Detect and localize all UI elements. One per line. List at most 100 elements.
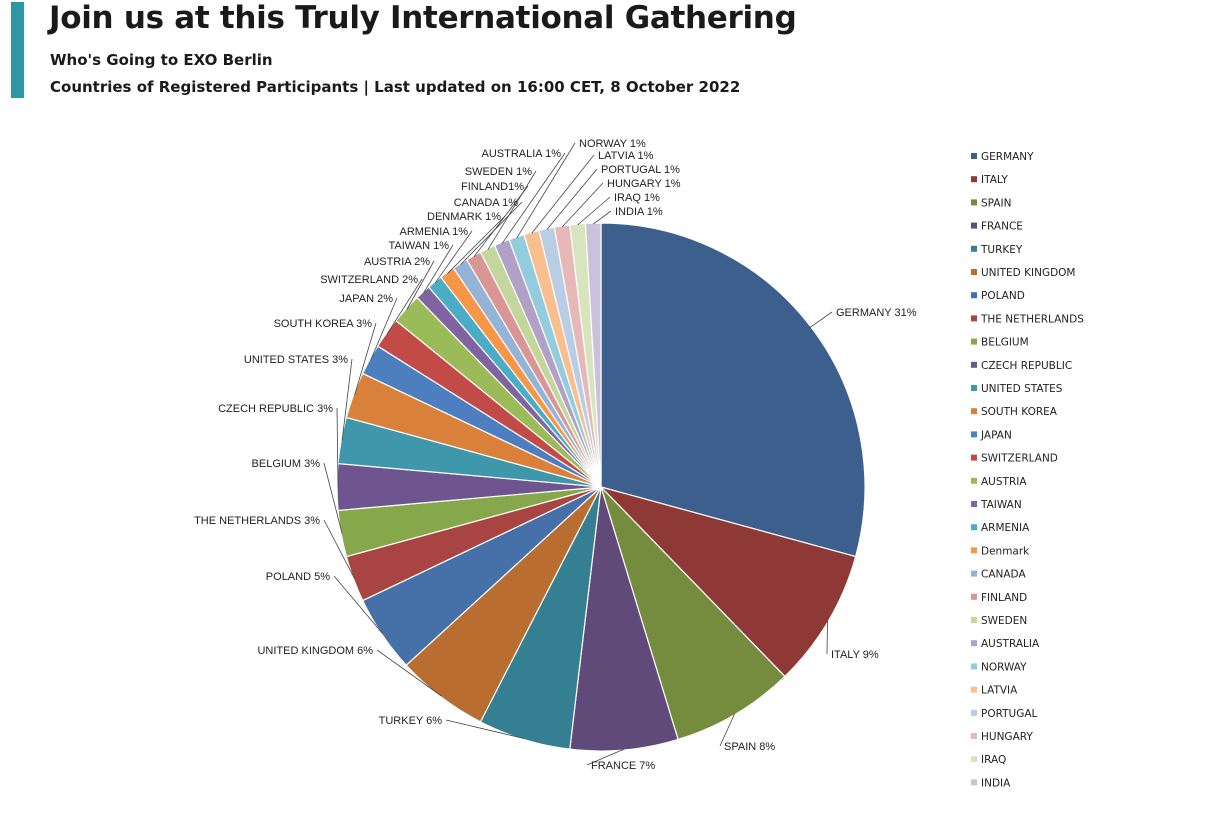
leader-line-turkey bbox=[445, 719, 525, 739]
leader-lines bbox=[323, 142, 833, 766]
legend-swatch bbox=[971, 733, 977, 739]
legend-label: SWEDEN bbox=[981, 615, 1027, 627]
leader-line-latvia bbox=[531, 154, 595, 234]
legend-swatch bbox=[971, 756, 977, 763]
legend-item-south-korea: SOUTH KOREA bbox=[971, 406, 1058, 418]
legend-swatch bbox=[971, 547, 977, 554]
legend-swatch bbox=[971, 709, 977, 716]
legend-item-belgium: BELGIUM bbox=[971, 337, 1029, 349]
slice-label-latvia: LATVIA 1% bbox=[598, 150, 654, 162]
slice-label-poland: POLAND 5% bbox=[266, 571, 330, 583]
slice-label-germany: GERMANY 31% bbox=[836, 307, 917, 319]
legend-item-canada: CANADA bbox=[971, 569, 1026, 581]
legend-swatch bbox=[971, 663, 977, 670]
legend-label: Denmark bbox=[981, 545, 1030, 557]
slice-label-iraq: IRAQ 1% bbox=[614, 192, 660, 204]
leader-line-united-kingdom bbox=[376, 649, 442, 697]
leader-line-united-states bbox=[341, 358, 353, 441]
slice-label-portugal: PORTUGAL 1% bbox=[601, 164, 680, 176]
legend-item-iraq: IRAQ bbox=[971, 754, 1006, 766]
pie-slice-spain bbox=[600, 486, 786, 741]
leader-line-poland bbox=[333, 575, 384, 635]
legend-item-finland: FINLAND bbox=[971, 592, 1027, 604]
slice-label-taiwan: TAIWAN 1% bbox=[388, 240, 449, 252]
legend-item-spain: SPAIN bbox=[971, 197, 1011, 209]
legend-label: JAPAN bbox=[980, 429, 1012, 441]
slice-label-denmark: DENMARK 1% bbox=[427, 211, 501, 223]
legend-item-france: FRANCE bbox=[971, 221, 1023, 233]
pie-slices bbox=[336, 222, 866, 752]
slice-label-japan: JAPAN 2% bbox=[339, 293, 393, 305]
leader-line-armenia bbox=[434, 230, 473, 284]
legend-label: THE NETHERLANDS bbox=[980, 313, 1084, 325]
legend-label: FRANCE bbox=[981, 221, 1023, 233]
slice-label-switzerland: SWITZERLAND 2% bbox=[320, 274, 418, 286]
legend-label: TURKEY bbox=[980, 244, 1023, 256]
legend-label: CANADA bbox=[981, 569, 1026, 581]
legend-item-sweden: SWEDEN bbox=[971, 615, 1027, 627]
legend-swatch bbox=[971, 222, 977, 229]
slice-label-france: FRANCE 7% bbox=[591, 760, 655, 772]
legend-item-hungary: HUNGARY bbox=[971, 731, 1033, 743]
pie-slice-france bbox=[569, 486, 679, 752]
legend-item-denmark: Denmark bbox=[971, 545, 1030, 557]
legend-label: UNITED KINGDOM bbox=[981, 267, 1076, 279]
legend-label: TAIWAN bbox=[980, 499, 1022, 511]
legend-label: GERMANY bbox=[981, 151, 1034, 163]
legend-label: LATVIA bbox=[981, 685, 1018, 697]
slice-label-canada: CANADA 1% bbox=[454, 197, 518, 209]
legend-item-germany: GERMANY bbox=[971, 151, 1034, 163]
slice-label-hungary: HUNGARY 1% bbox=[607, 178, 681, 190]
legend-swatch bbox=[971, 640, 977, 647]
legend-swatch bbox=[971, 454, 977, 461]
slice-label-sweden: SWEDEN 1% bbox=[465, 166, 532, 178]
legend-label: IRAQ bbox=[981, 754, 1006, 766]
legend-swatch bbox=[971, 199, 977, 206]
slice-label-italy: ITALY 9% bbox=[831, 649, 879, 661]
slice-label-the-netherlands: THE NETHERLANDS 3% bbox=[194, 515, 320, 527]
slice-label-united-states: UNITED STATES 3% bbox=[244, 354, 348, 366]
leader-line-france bbox=[586, 748, 625, 766]
leader-line-south-korea bbox=[354, 322, 377, 396]
leader-line-switzerland bbox=[386, 278, 423, 334]
slice-label-belgium: BELGIUM 3% bbox=[252, 458, 321, 470]
pie-slice-italy bbox=[599, 485, 857, 678]
legend-swatch bbox=[971, 431, 977, 438]
slice-label-norway: NORWAY 1% bbox=[579, 138, 646, 150]
legend-swatch bbox=[971, 779, 977, 786]
legend-item-turkey: TURKEY bbox=[971, 244, 1023, 256]
leader-line-india bbox=[592, 210, 612, 225]
slice-label-austria: AUSTRIA 2% bbox=[364, 256, 430, 268]
slice-label-czech-republic: CZECH REPUBLIC 3% bbox=[218, 403, 333, 415]
legend-swatch bbox=[971, 477, 977, 484]
leader-line-japan bbox=[370, 297, 398, 361]
legend-item-united-states: UNITED STATES bbox=[971, 383, 1063, 395]
legend-label: CZECH REPUBLIC bbox=[981, 360, 1072, 372]
legend-swatch bbox=[971, 315, 977, 322]
legend-label: HUNGARY bbox=[981, 731, 1033, 743]
legend-swatch bbox=[971, 361, 977, 368]
legend-label: ITALY bbox=[981, 174, 1008, 186]
legend-label: POLAND bbox=[981, 290, 1025, 302]
legend-label: SPAIN bbox=[981, 197, 1011, 209]
leader-line-germany bbox=[809, 311, 833, 328]
legend-swatch bbox=[971, 593, 977, 600]
legend-item-austria: AUSTRIA bbox=[971, 476, 1027, 488]
leader-line-canada bbox=[460, 201, 523, 265]
legend-swatch bbox=[971, 524, 977, 531]
legend-swatch bbox=[971, 338, 977, 345]
slice-label-india: INDIA 1% bbox=[615, 206, 663, 218]
legend-swatch bbox=[971, 501, 977, 507]
legend-item-italy: ITALY bbox=[971, 174, 1008, 186]
legend-label: AUSTRIA bbox=[981, 476, 1027, 488]
leader-line-denmark bbox=[447, 215, 506, 274]
leader-line-sweden bbox=[487, 170, 537, 250]
legend-swatch bbox=[971, 269, 977, 275]
legend-swatch bbox=[971, 292, 977, 299]
leader-line-belgium bbox=[323, 462, 343, 534]
legend-label: UNITED STATES bbox=[981, 383, 1063, 395]
accent-bar bbox=[11, 2, 24, 98]
legend-swatch bbox=[971, 245, 977, 252]
legend-label: FINLAND bbox=[981, 592, 1027, 604]
